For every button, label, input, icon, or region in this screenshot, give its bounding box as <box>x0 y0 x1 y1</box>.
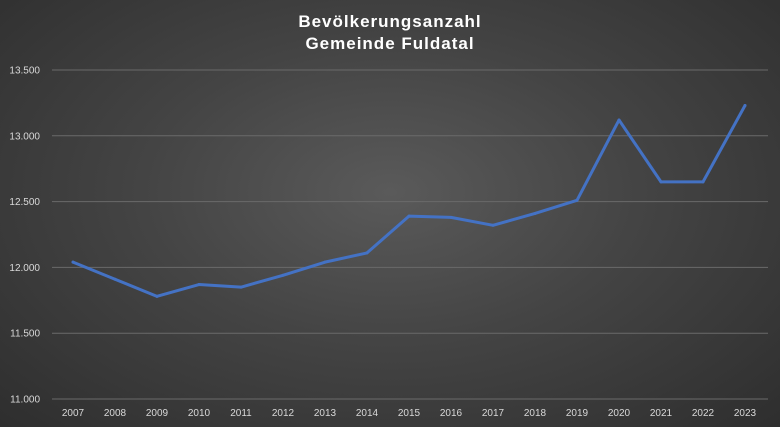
x-tick-label: 2016 <box>440 408 463 419</box>
series-layer <box>71 104 747 298</box>
y-tick-label: 12.500 <box>9 197 40 208</box>
x-tick-label: 2011 <box>230 408 252 419</box>
data-point <box>449 215 453 219</box>
data-point <box>491 223 495 227</box>
data-point <box>533 211 537 215</box>
x-axis-ticks: 2007 2008 2009 2010 2011 2012 2013 2014 2015 2016… <box>62 408 757 419</box>
data-point <box>155 294 159 298</box>
x-tick-label: 2014 <box>356 408 379 419</box>
y-tick-label: 11.500 <box>10 329 40 340</box>
x-tick-label: 2017 <box>482 408 505 419</box>
x-tick-label: 2013 <box>314 408 337 419</box>
gridlines <box>52 69 768 400</box>
data-point <box>281 273 285 277</box>
data-point <box>701 180 705 184</box>
data-point <box>365 251 369 255</box>
y-tick-label: 12.000 <box>9 263 40 274</box>
data-point <box>239 285 243 289</box>
data-point <box>323 260 327 264</box>
x-tick-label: 2007 <box>62 408 85 419</box>
data-point <box>659 180 663 184</box>
x-tick-label: 2015 <box>398 408 421 419</box>
x-tick-label: 2010 <box>188 408 211 419</box>
x-tick-label: 2023 <box>734 408 757 419</box>
x-tick-label: 2019 <box>566 408 589 419</box>
chart-title-block: Bevölkerungsanzahl Gemeinde Fuldatal <box>0 11 780 55</box>
x-tick-label: 2018 <box>524 408 547 419</box>
y-tick-label: 13.500 <box>9 66 40 77</box>
x-tick-label: 2008 <box>104 408 127 419</box>
chart-title: Bevölkerungsanzahl <box>298 12 482 31</box>
y-tick-label: 13.000 <box>9 131 40 142</box>
data-point <box>197 283 201 287</box>
data-point <box>743 104 747 108</box>
x-tick-label: 2021 <box>650 408 673 419</box>
data-point <box>71 260 75 264</box>
data-point <box>617 118 621 122</box>
x-tick-label: 2022 <box>692 408 715 419</box>
data-point <box>407 214 411 218</box>
x-tick-label: 2009 <box>146 408 169 419</box>
chart-subtitle: Gemeinde Fuldatal <box>305 34 475 53</box>
data-point <box>113 277 117 281</box>
x-tick-label: 2012 <box>272 408 295 419</box>
y-axis-ticks: 11.000 11.500 12.000 12.500 13.000 13.500 <box>9 66 40 406</box>
y-tick-label: 11.000 <box>10 395 40 406</box>
data-point <box>575 198 579 202</box>
x-tick-label: 2020 <box>608 408 631 419</box>
